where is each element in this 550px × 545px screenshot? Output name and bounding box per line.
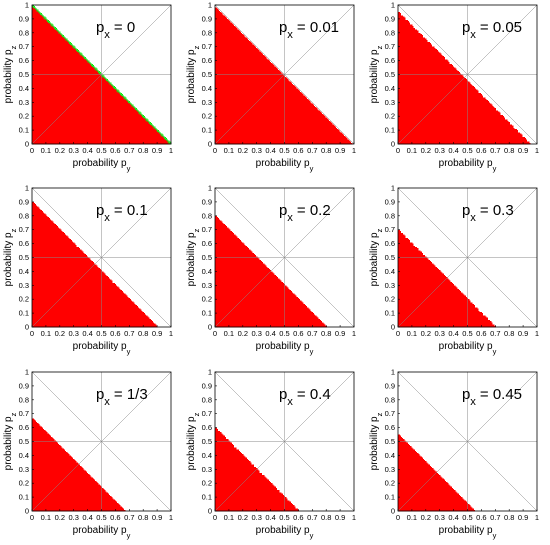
subplot-1: 0 0.1 0.2 0.3 0.4 0.5 0.6 0.7 0.8 0.9 100.10.20.30… <box>3 1 173 173</box>
